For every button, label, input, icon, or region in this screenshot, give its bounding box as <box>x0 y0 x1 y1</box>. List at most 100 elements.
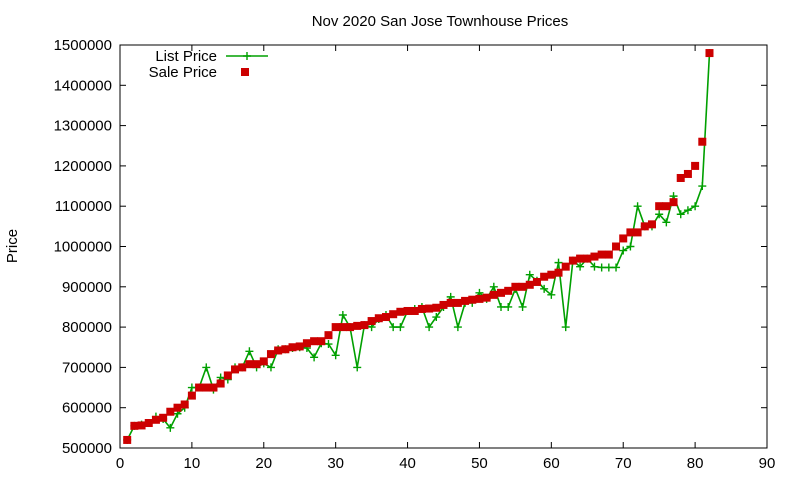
sale-price-point <box>647 220 656 229</box>
sale-price-point <box>504 286 513 295</box>
y-tick-label: 1200000 <box>54 158 112 175</box>
sale-price-point <box>137 421 146 430</box>
sale-price-point <box>130 421 139 430</box>
y-tick-label: 1300000 <box>54 118 112 135</box>
sale-price-point <box>223 371 232 380</box>
list-price-point <box>612 263 621 272</box>
sale-price-point <box>662 202 671 211</box>
list-price-point <box>597 263 606 272</box>
y-tick-label: 900000 <box>62 279 112 296</box>
sale-price-point <box>475 294 484 303</box>
sale-price-point <box>202 383 211 392</box>
sale-price-point <box>576 254 585 263</box>
list-price-point <box>655 210 664 219</box>
sale-price-point <box>302 339 311 348</box>
y-tick-label: 1500000 <box>54 37 112 54</box>
sale-price-point <box>532 277 541 286</box>
list-price-point <box>525 270 534 279</box>
sale-price-point <box>144 419 153 428</box>
list-price-point <box>245 347 254 356</box>
sale-price-point <box>288 343 297 352</box>
list-price-point <box>497 302 506 311</box>
sale-price-point <box>554 268 563 277</box>
x-tick-label: 80 <box>687 455 704 472</box>
legend-swatch-sale-price <box>241 68 249 76</box>
x-tick-label: 10 <box>184 455 201 472</box>
list-price-point <box>683 206 692 215</box>
plot-series <box>123 49 714 444</box>
x-tick-label: 90 <box>759 455 776 472</box>
sale-price-point <box>482 293 491 302</box>
list-price-point <box>425 323 434 332</box>
sale-price-point <box>705 49 714 58</box>
x-tick-label: 50 <box>471 455 488 472</box>
sale-price-point <box>568 256 577 265</box>
sale-price-point <box>338 323 347 332</box>
y-tick-label: 700000 <box>62 359 112 376</box>
sale-price-point <box>518 282 527 291</box>
list-price-point <box>202 363 211 372</box>
list-price-point <box>540 284 549 293</box>
sale-price-point <box>367 317 376 326</box>
sale-price-point <box>310 337 319 346</box>
sale-price-point <box>676 173 685 182</box>
sale-price-point <box>417 304 426 313</box>
sale-price-point <box>425 304 434 313</box>
list-price-point <box>554 258 563 267</box>
sale-price-point <box>511 282 520 291</box>
y-tick-label: 800000 <box>62 319 112 336</box>
list-price-point <box>166 423 175 432</box>
sale-price-point <box>259 357 268 366</box>
sale-price-point <box>432 303 441 312</box>
sale-price-point <box>159 413 168 422</box>
sale-price-point <box>597 250 606 259</box>
sale-price-point <box>238 363 247 372</box>
sale-price-point <box>525 280 534 289</box>
list-price-point <box>662 218 671 227</box>
sale-price-point <box>324 331 333 340</box>
list-price-point <box>691 202 700 211</box>
sale-price-point <box>295 342 304 351</box>
legend-marker-list-price <box>243 52 251 60</box>
x-tick-label: 30 <box>327 455 344 472</box>
list-price-point <box>604 263 613 272</box>
sale-price-point <box>180 400 189 409</box>
list-price-point <box>453 323 462 332</box>
sale-price-point <box>619 234 628 243</box>
list-price-point <box>504 302 513 311</box>
sale-price-point <box>633 228 642 237</box>
list-price-point <box>389 323 398 332</box>
sale-price-point <box>274 346 283 355</box>
y-tick-label: 1100000 <box>55 198 112 215</box>
sale-price-point <box>231 365 240 374</box>
list-price-point <box>432 313 441 322</box>
sale-price-point <box>266 350 275 359</box>
sale-price-point <box>547 270 556 279</box>
sale-price-point <box>561 262 570 271</box>
sale-price-point <box>151 415 160 424</box>
legend-label-sale-price: Sale Price <box>149 64 217 81</box>
plot-frame <box>119 44 768 449</box>
list-price-point <box>633 202 642 211</box>
list-price-point <box>619 246 628 255</box>
x-tick-label: 40 <box>399 455 416 472</box>
list-price-point <box>698 182 707 191</box>
list-price-point <box>331 351 340 360</box>
sale-price-point <box>346 323 355 332</box>
sale-price-point <box>698 137 707 146</box>
sale-price-point <box>612 242 621 251</box>
sale-price-point <box>461 296 470 305</box>
sale-price-point <box>468 295 477 304</box>
sale-price-point <box>195 383 204 392</box>
list-price-point <box>396 323 405 332</box>
legend-plus-marker <box>243 52 251 60</box>
sale-price-point <box>396 307 405 316</box>
list-price-point <box>489 282 498 291</box>
x-tick-label: 70 <box>615 455 632 472</box>
list-price-point <box>547 290 556 299</box>
legend-label-list-price: List Price <box>155 48 217 65</box>
sale-price-point <box>453 298 462 307</box>
sale-price-point <box>439 300 448 309</box>
sale-price-point <box>187 391 196 400</box>
